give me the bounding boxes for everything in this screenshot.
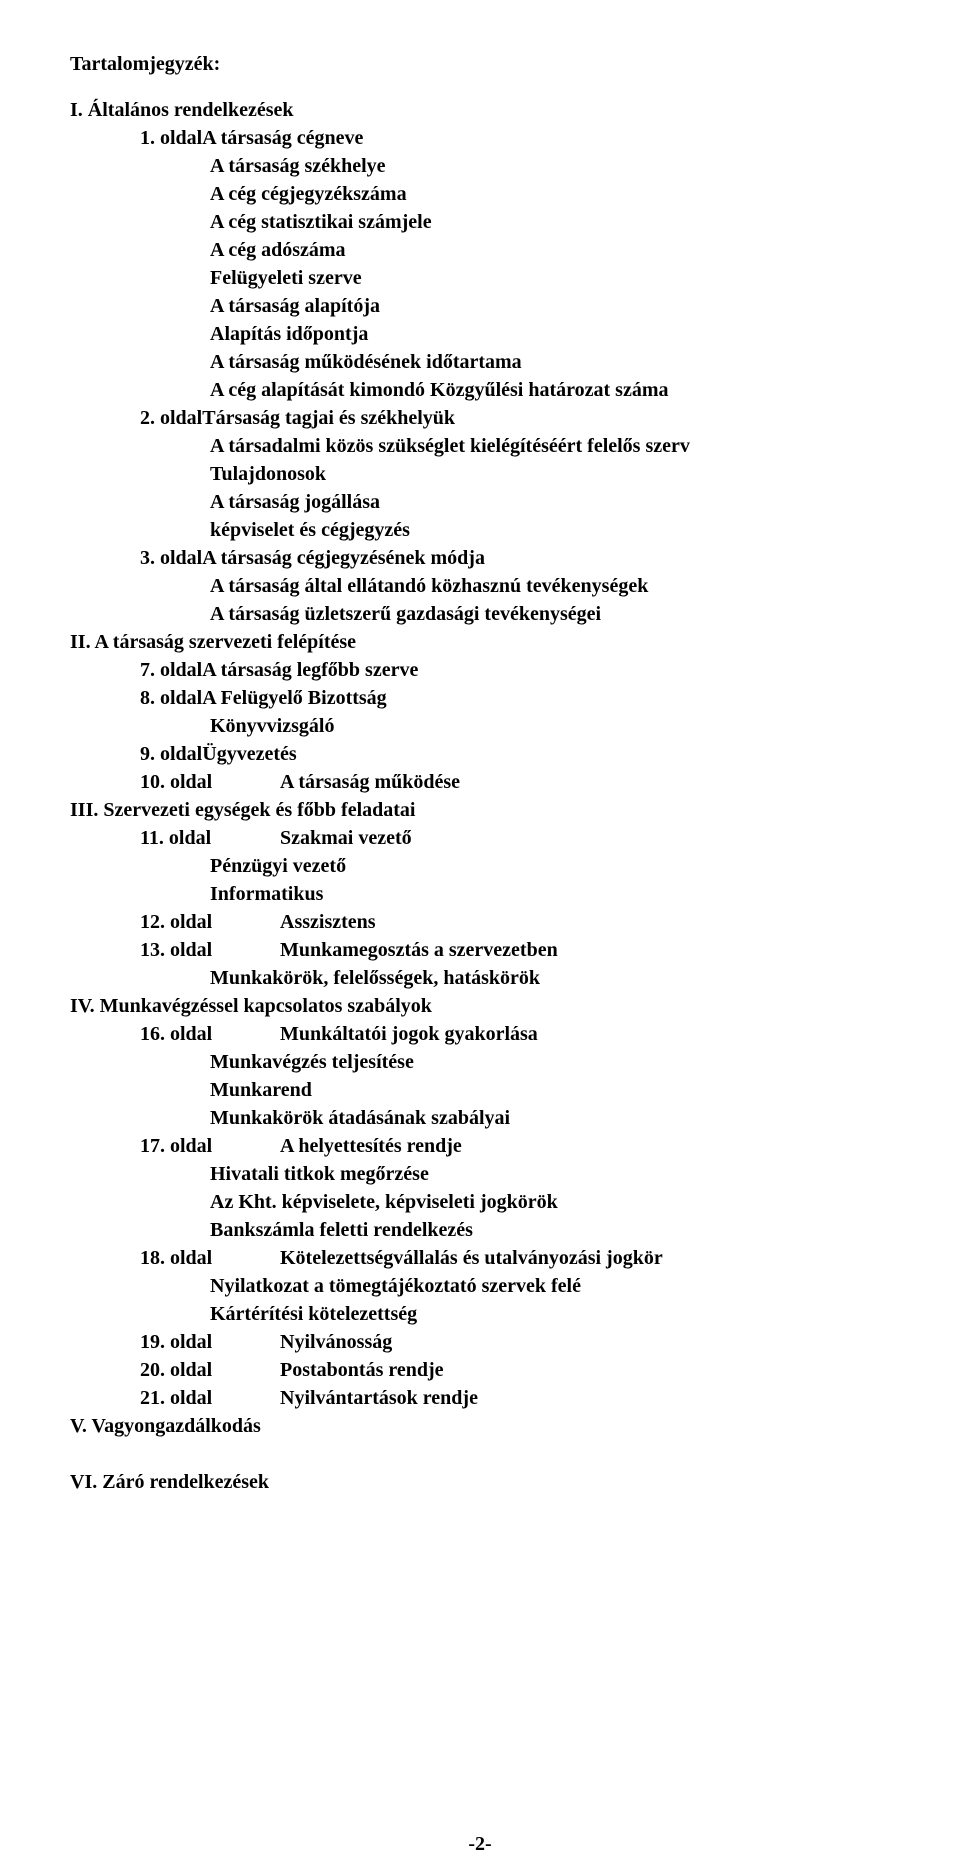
toc-entry: 21. oldal Nyilvántartások rendje [140, 1384, 890, 1412]
toc-sub: Bankszámla feletti rendelkezés [210, 1216, 890, 1244]
toc-entry: 12. oldal Asszisztens [140, 908, 890, 936]
toc-sub: A társadalmi közös szükséglet kielégítés… [210, 432, 890, 460]
toc-page-ref: 10. oldal [140, 768, 280, 796]
toc-sub: A cég cégjegyzékszáma [210, 180, 890, 208]
toc-page-ref: 13. oldal [140, 936, 280, 964]
toc-sub: Tulajdonosok [210, 460, 890, 488]
section-heading-i: I. Általános rendelkezések [70, 96, 890, 124]
document-page: Tartalomjegyzék: I. Általános rendelkezé… [0, 0, 960, 1876]
toc-page-ref: 8. oldal [140, 687, 202, 709]
toc-label: Nyilvántartások rendje [280, 1384, 890, 1412]
toc-entry: 19. oldal Nyilvánosság [140, 1328, 890, 1356]
toc-sub: A társaság üzletszerű gazdasági tevékeny… [210, 600, 890, 628]
toc-label: A Felügyelő Bizottság [202, 687, 386, 709]
toc-sub: A társaság székhelye [210, 152, 890, 180]
toc-page-ref: 2. oldal [140, 407, 202, 429]
spacer [70, 1440, 890, 1468]
toc-page-ref: 1. oldal [140, 127, 202, 149]
toc-entry: 1. oldalA társaság cégneve [140, 124, 890, 152]
toc-page-ref: 7. oldal [140, 659, 202, 681]
toc-label: A társaság legfőbb szerve [202, 659, 418, 681]
section-heading-ii: II. A társaság szervezeti felépítése [70, 628, 890, 656]
section-heading-iii: III. Szervezeti egységek és főbb feladat… [70, 796, 890, 824]
toc-sub: Informatikus [210, 880, 890, 908]
toc-sub: Munkavégzés teljesítése [210, 1048, 890, 1076]
toc-sub: A társaság működésének időtartama [210, 348, 890, 376]
toc-sub: Nyilatkozat a tömegtájékoztató szervek f… [210, 1272, 890, 1300]
spacer [70, 78, 890, 96]
toc-page-ref: 21. oldal [140, 1384, 280, 1412]
toc-page-ref: 20. oldal [140, 1356, 280, 1384]
toc-page-ref: 9. oldal [140, 743, 202, 765]
toc-entry: 3. oldalA társaság cégjegyzésének módja [140, 544, 890, 572]
section-heading-v: V. Vagyongazdálkodás [70, 1412, 890, 1440]
toc-page-ref: 17. oldal [140, 1132, 280, 1160]
toc-sub: Munkarend [210, 1076, 890, 1104]
toc-label: A társaság működése [280, 768, 890, 796]
toc-label: Postabontás rendje [280, 1356, 890, 1384]
toc-page-ref: 18. oldal [140, 1244, 280, 1272]
toc-entry: 13. oldal Munkamegosztás a szervezetben [140, 936, 890, 964]
section-heading-vi: VI. Záró rendelkezések [70, 1468, 890, 1496]
toc-sub: Munkakörök átadásának szabályai [210, 1104, 890, 1132]
toc-sub: A társaság jogállása [210, 488, 890, 516]
toc-sub: Pénzügyi vezető [210, 852, 890, 880]
toc-label: A helyettesítés rendje [280, 1132, 890, 1160]
toc-sub: A társaság által ellátandó közhasznú tev… [210, 572, 890, 600]
toc-label: Kötelezettségvállalás és utalványozási j… [280, 1244, 890, 1272]
toc-entry: 8. oldalA Felügyelő Bizottság [140, 684, 890, 712]
toc-sub: Könyvvizsgáló [210, 712, 890, 740]
toc-page-ref: 3. oldal [140, 547, 202, 569]
toc-page-ref: 11. oldal [140, 824, 280, 852]
page-number: -2- [0, 1833, 960, 1856]
toc-entry: 18. oldal Kötelezettségvállalás és utalv… [140, 1244, 890, 1272]
toc-label: Munkáltatói jogok gyakorlása [280, 1020, 890, 1048]
toc-sub: Hivatali titkok megőrzése [210, 1160, 890, 1188]
toc-page-ref: 16. oldal [140, 1020, 280, 1048]
toc-page-ref: 12. oldal [140, 908, 280, 936]
toc-entry: 11. oldal Szakmai vezető [140, 824, 890, 852]
document-title: Tartalomjegyzék: [70, 50, 890, 78]
toc-sub: Munkakörök, felelősségek, hatáskörök [210, 964, 890, 992]
toc-sub: képviselet és cégjegyzés [210, 516, 890, 544]
toc-label: Szakmai vezető [280, 824, 890, 852]
toc-label: Ügyvezetés [202, 743, 296, 765]
section-heading-iv: IV. Munkavégzéssel kapcsolatos szabályok [70, 992, 890, 1020]
toc-label: Társaság tagjai és székhelyük [202, 407, 455, 429]
toc-page-ref: 19. oldal [140, 1328, 280, 1356]
toc-sub: Kártérítési kötelezettség [210, 1300, 890, 1328]
toc-sub: A cég statisztikai számjele [210, 208, 890, 236]
toc-sub: Alapítás időpontja [210, 320, 890, 348]
toc-label: Munkamegosztás a szervezetben [280, 936, 890, 964]
toc-sub: Felügyeleti szerve [210, 264, 890, 292]
toc-sub: A társaság alapítója [210, 292, 890, 320]
toc-sub: A cég alapítását kimondó Közgyűlési hatá… [210, 376, 890, 404]
toc-entry: 20. oldal Postabontás rendje [140, 1356, 890, 1384]
toc-entry: 9. oldalÜgyvezetés [140, 740, 890, 768]
toc-sub: A cég adószáma [210, 236, 890, 264]
toc-entry: 16. oldal Munkáltatói jogok gyakorlása [140, 1020, 890, 1048]
toc-label: A társaság cégneve [202, 127, 363, 149]
toc-entry: 2. oldalTársaság tagjai és székhelyük [140, 404, 890, 432]
toc-label: A társaság cégjegyzésének módja [202, 547, 485, 569]
toc-entry: 7. oldalA társaság legfőbb szerve [140, 656, 890, 684]
toc-sub: Az Kht. képviselete, képviseleti jogkörö… [210, 1188, 890, 1216]
toc-entry: 17. oldal A helyettesítés rendje [140, 1132, 890, 1160]
toc-entry: 10. oldal A társaság működése [140, 768, 890, 796]
toc-label: Asszisztens [280, 908, 890, 936]
toc-label: Nyilvánosság [280, 1328, 890, 1356]
